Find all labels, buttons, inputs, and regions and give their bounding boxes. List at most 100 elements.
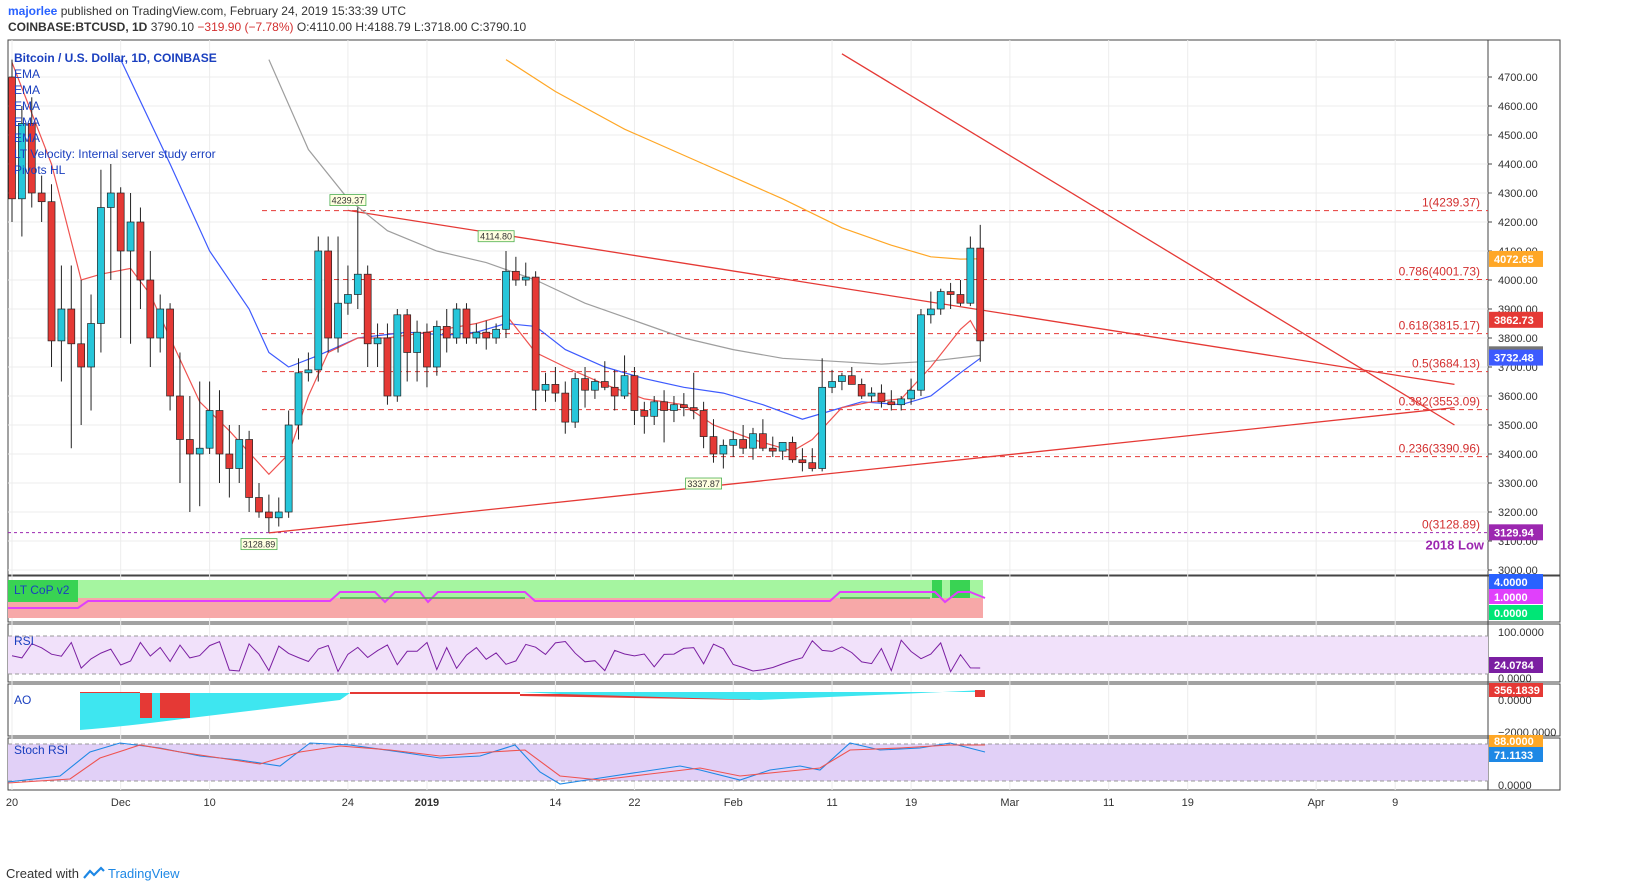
candle-body bbox=[363, 273, 372, 345]
ao-tag-label: 356.1839 bbox=[1494, 685, 1540, 697]
candle-body bbox=[541, 384, 550, 391]
candle-body bbox=[413, 331, 421, 353]
cop-green-block bbox=[932, 580, 942, 598]
time-tick-label: 20 bbox=[6, 797, 18, 809]
candle-body bbox=[245, 439, 253, 498]
ao-tag-box bbox=[1489, 683, 1543, 697]
candle-body bbox=[561, 392, 570, 423]
time-tick-label: 24 bbox=[342, 797, 354, 809]
candle-body bbox=[739, 439, 747, 449]
fib-level-label: 0.786(4001.73) bbox=[1399, 264, 1480, 278]
price-tick-label: 4600.00 bbox=[1498, 101, 1538, 113]
cop-tag-box bbox=[1489, 574, 1543, 589]
candle-body bbox=[353, 273, 362, 295]
candle-body bbox=[265, 511, 273, 519]
footer-prefix: Created with bbox=[6, 866, 79, 881]
candle-body bbox=[838, 375, 846, 382]
candle-body bbox=[67, 308, 76, 345]
symbol-name: COINBASE:BTCUSD, 1D bbox=[8, 20, 148, 34]
candle-body bbox=[432, 326, 441, 368]
stoch-d-line bbox=[7, 744, 985, 784]
pivot-label: 3337.87 bbox=[687, 479, 720, 489]
cop-title: LT CoP v2 bbox=[14, 583, 70, 597]
cop-green-block bbox=[8, 580, 78, 602]
price-tick-label: 3500.00 bbox=[1498, 420, 1538, 432]
candle-body bbox=[897, 398, 906, 406]
cop-green-band bbox=[8, 580, 983, 598]
ohlc-values: O:4110.00 H:4188.79 L:3718.00 C:3790.10 bbox=[296, 20, 527, 34]
candle-body bbox=[156, 308, 165, 339]
time-tick-label: 22 bbox=[628, 797, 640, 809]
candle-body bbox=[620, 375, 629, 397]
price-tag-box bbox=[1489, 311, 1543, 328]
price-tag-box bbox=[1489, 349, 1543, 366]
candle-body bbox=[610, 386, 619, 397]
candle-body bbox=[689, 407, 698, 411]
candle-body bbox=[255, 497, 263, 513]
candle-body bbox=[373, 337, 382, 345]
pivot-label: 3128.89 bbox=[243, 540, 276, 550]
main-panel bbox=[7, 39, 1561, 576]
candle-body bbox=[27, 123, 36, 194]
rsi-tag-box bbox=[1489, 657, 1543, 673]
legend-line: EMA bbox=[14, 131, 40, 145]
fib-level-label: 0(3128.89) bbox=[1422, 518, 1480, 532]
candle-body bbox=[492, 328, 500, 339]
fib-level-label: 0.5(3684.13) bbox=[1412, 357, 1480, 371]
candle-body bbox=[917, 314, 925, 391]
legend-line: Pivots HL bbox=[14, 163, 66, 177]
rsi-line bbox=[11, 639, 981, 673]
legend-line: EMA bbox=[14, 67, 40, 81]
candle-body bbox=[166, 308, 174, 397]
candle-body bbox=[57, 308, 66, 342]
stoch-tag-label: 88.0000 bbox=[1494, 736, 1534, 748]
candle-body bbox=[195, 447, 204, 455]
candle-body bbox=[640, 410, 649, 417]
cop-tag-box bbox=[1489, 605, 1543, 620]
stoch-tick-label: 0.0000 bbox=[1498, 780, 1532, 792]
pivot-label-box bbox=[329, 194, 367, 206]
candle-body bbox=[976, 247, 985, 342]
ao-title: AO bbox=[14, 693, 31, 707]
time-tick-label: Dec bbox=[111, 797, 131, 809]
price-tick-label: 3200.00 bbox=[1498, 507, 1538, 519]
price-change: −319.90 (−7.78%) bbox=[197, 20, 294, 34]
price-tag-label: 3862.73 bbox=[1494, 315, 1534, 327]
time-tick-label: Feb bbox=[724, 797, 743, 809]
pivot-label-box bbox=[240, 538, 278, 551]
candle-body bbox=[531, 276, 540, 391]
ema-red-line bbox=[11, 62, 981, 476]
tradingview-logo-icon bbox=[82, 866, 105, 879]
time-tick-label: 10 bbox=[203, 797, 215, 809]
candle-body bbox=[37, 192, 46, 203]
price-tick-label: 3800.00 bbox=[1498, 333, 1538, 345]
candle-body bbox=[205, 410, 214, 449]
stoch-title: Stoch RSI bbox=[14, 743, 68, 757]
ao-panel bbox=[7, 683, 1561, 737]
candle-body bbox=[581, 378, 589, 391]
candle-body bbox=[106, 192, 115, 208]
trendline bbox=[268, 406, 1455, 534]
rsi-tick-label: 100.0000 bbox=[1498, 627, 1544, 639]
candle-body bbox=[867, 392, 876, 397]
published-text: published on TradingView.com, February 2… bbox=[60, 4, 407, 18]
time-tick-label: 2019 bbox=[415, 797, 439, 809]
candle-body bbox=[719, 444, 728, 455]
footer-brand[interactable]: TradingView bbox=[108, 866, 180, 881]
trendline bbox=[841, 53, 1455, 426]
candle-body bbox=[679, 404, 688, 408]
fib-level-label: 0.382(3553.09) bbox=[1399, 395, 1480, 409]
legend-line: LT Velocity: Internal server study error bbox=[14, 147, 216, 161]
candle-body bbox=[383, 337, 392, 397]
price-tick-label: 4500.00 bbox=[1498, 130, 1538, 142]
legend-line: EMA bbox=[14, 83, 40, 97]
candle-body bbox=[294, 372, 303, 426]
candle-body bbox=[482, 331, 491, 339]
author-name[interactable]: majorlee bbox=[8, 4, 58, 18]
candle-body bbox=[571, 378, 580, 423]
price-tag-box bbox=[1489, 250, 1543, 267]
low-label: 2018 Low bbox=[1425, 538, 1484, 553]
publisher-line: majorlee published on TradingView.com, F… bbox=[8, 4, 406, 18]
candle-body bbox=[798, 459, 807, 464]
